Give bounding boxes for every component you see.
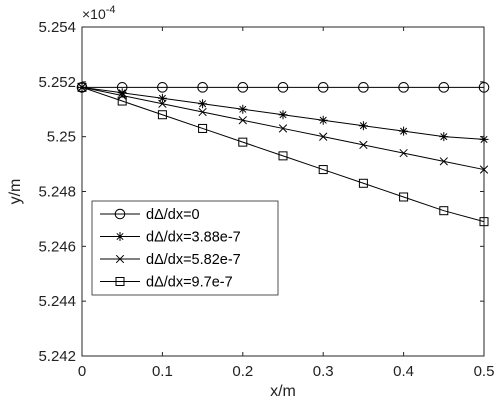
series-4 bbox=[77, 82, 489, 227]
y-tick-label: 5.254 bbox=[38, 19, 76, 36]
data-point bbox=[358, 82, 369, 93]
data-point bbox=[319, 132, 328, 141]
data-point bbox=[238, 137, 248, 147]
data-point bbox=[77, 83, 87, 92]
legend-label: dΔ/dx=0 bbox=[146, 207, 200, 223]
legend-label: dΔ/dx=5.82e-7 bbox=[146, 252, 241, 268]
data-point bbox=[117, 96, 127, 106]
legend: dΔ/dx=0 dΔ/dx=3.88e-7 dΔ/dx=5.82e-7 dΔ/dx=9… bbox=[91, 200, 279, 296]
y-tick-label: 5.252 bbox=[38, 74, 76, 91]
legend-marker bbox=[115, 277, 125, 286]
x-tick-label: 0.3 bbox=[313, 363, 334, 380]
data-point bbox=[479, 217, 489, 227]
data-point bbox=[318, 165, 328, 175]
data-point bbox=[439, 206, 449, 216]
series-3 bbox=[77, 83, 489, 174]
data-point bbox=[237, 82, 249, 93]
data-point bbox=[479, 134, 489, 144]
x-tick-label: 0.1 bbox=[152, 363, 173, 380]
x-tick-label: 0 bbox=[78, 363, 86, 380]
series-line bbox=[81, 86, 485, 223]
data-point bbox=[197, 82, 208, 93]
data-point bbox=[77, 82, 87, 92]
x-axis-ticks: 0 0.1 0.2 0.3 0.4 0.5 bbox=[78, 27, 495, 380]
data-point bbox=[399, 148, 408, 158]
data-point bbox=[157, 93, 167, 103]
y-axis-multiplier: ×10 bbox=[82, 6, 106, 22]
data-point bbox=[118, 91, 127, 100]
data-point bbox=[439, 132, 449, 142]
legend-entry: dΔ/dx=0 bbox=[100, 207, 200, 223]
legend-box bbox=[91, 200, 279, 296]
plot-area bbox=[81, 26, 485, 357]
data-point bbox=[399, 192, 409, 202]
y-axis-exponent: ×10-4 bbox=[82, 4, 116, 22]
y-axis-exponent-value: -4 bbox=[106, 4, 116, 16]
legend-marker bbox=[114, 208, 126, 220]
data-point bbox=[398, 82, 409, 93]
series-1 bbox=[76, 82, 490, 93]
data-point bbox=[359, 140, 368, 150]
data-point bbox=[198, 123, 208, 133]
data-point bbox=[278, 124, 288, 133]
legend-entry: dΔ/dx=3.88e-7 bbox=[100, 230, 241, 246]
data-point bbox=[399, 126, 409, 136]
data-point bbox=[158, 99, 167, 108]
legend-entry: dΔ/dx=5.82e-7 bbox=[100, 252, 241, 268]
data-point bbox=[277, 82, 289, 93]
y-tick-label: 5.244 bbox=[38, 293, 76, 310]
x-tick-label: 0.4 bbox=[393, 363, 414, 380]
data-point bbox=[238, 116, 247, 125]
data-point bbox=[198, 99, 208, 109]
legend-entry: dΔ/dx=9.7e-7 bbox=[100, 275, 233, 291]
legend-label: dΔ/dx=3.88e-7 bbox=[146, 230, 241, 246]
x-tick-label: 0.5 bbox=[474, 363, 495, 380]
y-tick-label: 5.246 bbox=[38, 238, 76, 255]
data-point bbox=[198, 107, 207, 117]
data-point bbox=[439, 157, 448, 166]
data-point bbox=[278, 110, 288, 120]
data-point bbox=[157, 82, 168, 93]
data-point bbox=[358, 178, 368, 188]
data-point bbox=[438, 82, 450, 93]
data-point bbox=[278, 151, 288, 161]
y-axis-label: y/m bbox=[7, 179, 24, 205]
data-point bbox=[478, 82, 490, 93]
y-tick-label: 5.248 bbox=[38, 184, 76, 201]
data-point bbox=[117, 88, 127, 98]
series-layer bbox=[76, 82, 490, 227]
legend-label: dΔ/dx=9.7e-7 bbox=[146, 275, 233, 291]
legend-marker bbox=[115, 254, 125, 264]
data-point bbox=[317, 82, 329, 93]
data-point bbox=[358, 121, 368, 131]
plot-frame bbox=[81, 26, 485, 357]
data-point bbox=[479, 165, 489, 174]
data-point bbox=[157, 110, 167, 120]
y-axis-ticks: 5.242 5.244 5.246 5.248 5.25 5.252 5.254 bbox=[38, 19, 484, 365]
data-point bbox=[76, 82, 88, 93]
data-point bbox=[318, 115, 328, 125]
x-axis-label: x/m bbox=[270, 383, 296, 400]
legend-marker bbox=[115, 232, 125, 241]
y-tick-label: 5.25 bbox=[47, 129, 76, 146]
y-tick-label: 5.242 bbox=[38, 348, 76, 365]
x-tick-label: 0.2 bbox=[232, 363, 253, 380]
data-point bbox=[238, 104, 248, 114]
